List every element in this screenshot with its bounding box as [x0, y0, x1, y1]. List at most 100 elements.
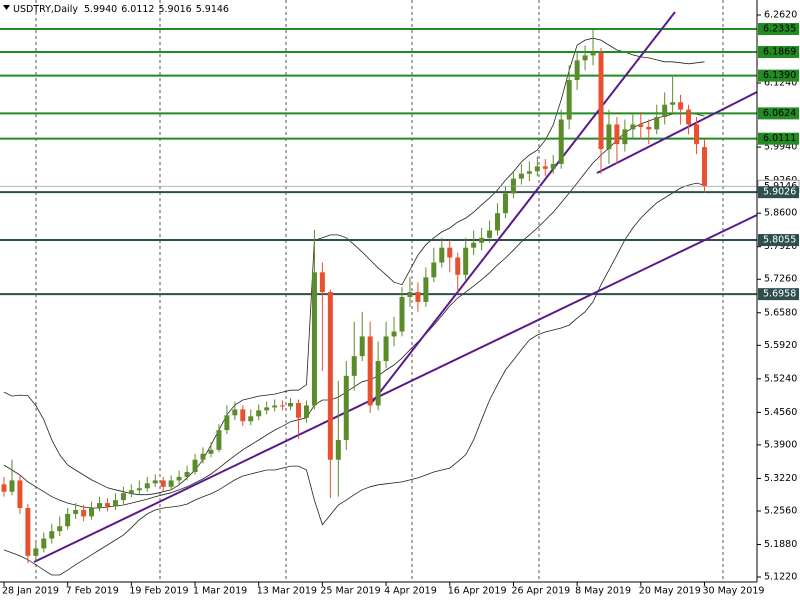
candle-body — [272, 405, 278, 408]
candle-body — [431, 262, 437, 278]
y-tick-label: 5.3220 — [764, 473, 797, 484]
candle-body — [678, 102, 684, 110]
candle-body — [550, 163, 556, 169]
symbol: USDTRY,Daily — [13, 4, 78, 15]
candle-body — [311, 272, 317, 406]
level-label-box — [758, 288, 799, 301]
level-label: 6.0111 — [763, 133, 796, 144]
candle-body — [288, 402, 294, 407]
x-tick-label: 20 May 2019 — [639, 586, 701, 597]
candle-body — [200, 453, 206, 460]
candle-body — [598, 52, 604, 150]
candle-body — [455, 257, 461, 275]
y-tick-label: 5.2560 — [764, 505, 797, 516]
candles — [0, 29, 757, 564]
candle-body — [614, 124, 620, 145]
y-tick-label: 5.4560 — [764, 407, 797, 418]
x-tick-label: 19 Feb 2019 — [129, 586, 188, 597]
candle-body — [303, 405, 309, 418]
x-tick-label: 4 Apr 2019 — [384, 586, 437, 597]
candle-body — [646, 126, 652, 130]
level-label: 6.1869 — [763, 47, 796, 58]
candle-body — [686, 109, 692, 125]
candle-body — [447, 247, 453, 258]
candle-body — [423, 277, 429, 302]
trendlines — [33, 11, 758, 563]
candle-body — [120, 493, 126, 501]
x-tick-label: 30 May 2019 — [702, 586, 764, 597]
axes: 6.26206.12405.99405.92605.86005.79205.72… — [2, 9, 800, 597]
y-tick-label: 6.2620 — [764, 9, 797, 20]
trendline — [596, 91, 758, 174]
vertical-grid — [35, 0, 724, 582]
level-label: 5.8055 — [763, 235, 796, 246]
candle-body — [335, 439, 341, 460]
candle-body — [367, 336, 373, 406]
candle-body — [590, 52, 596, 56]
band-lower — [3, 182, 705, 576]
ohlc-high: 6.0112 — [121, 4, 154, 15]
levels — [0, 28, 757, 296]
ohlc-low: 5.9016 — [158, 4, 191, 15]
candle-body — [176, 476, 182, 481]
candle-body — [439, 247, 445, 263]
level-label-box — [758, 23, 799, 36]
candle-body — [399, 296, 405, 332]
candle-body — [144, 483, 150, 489]
title-icon — [3, 5, 10, 10]
candle-body — [232, 409, 238, 416]
band-upper — [3, 37, 705, 496]
candle-body — [192, 459, 198, 473]
candle-body — [112, 500, 118, 507]
candle-body — [343, 375, 349, 440]
x-tick-label: 1 Mar 2019 — [193, 586, 247, 597]
candle-body — [128, 490, 134, 494]
candle-body — [104, 503, 110, 507]
candle-body — [216, 430, 222, 450]
candle-body — [152, 480, 158, 484]
candle-body — [654, 117, 660, 130]
candle-body — [327, 292, 333, 460]
candle-body — [89, 507, 95, 517]
y-tick-label: 5.1880 — [764, 539, 797, 550]
candle-body — [383, 336, 389, 362]
candle-body — [606, 124, 612, 150]
candle-body — [558, 119, 564, 164]
level-label: 5.9026 — [763, 187, 796, 198]
candle-body — [256, 410, 262, 417]
candle-body — [136, 488, 142, 491]
level-label-box — [758, 46, 799, 59]
candle-body — [224, 415, 230, 431]
candle-body — [415, 292, 421, 302]
level-label: 6.1390 — [763, 70, 796, 81]
candle-body — [248, 416, 254, 422]
ohlc-open: 5.9940 — [84, 4, 117, 15]
y-tick-label: 5.7920 — [764, 241, 797, 252]
candle-body — [296, 402, 302, 418]
ohlc-close: 5.9146 — [196, 4, 229, 15]
candle-body — [359, 336, 365, 357]
candle-body — [57, 526, 63, 532]
candle-body — [518, 173, 524, 179]
level-label: 6.0624 — [763, 108, 796, 119]
candle-body — [487, 230, 493, 238]
trendline — [33, 214, 758, 563]
y-tick-label: 5.1220 — [764, 572, 797, 583]
candle-body — [495, 213, 501, 231]
trendline — [369, 11, 676, 406]
candle-body — [542, 166, 548, 169]
candle-body — [65, 513, 71, 527]
candle-body — [502, 193, 508, 214]
candle-body — [574, 60, 580, 81]
candle-body — [463, 247, 469, 275]
candle-body — [622, 129, 628, 145]
level-label: 5.6958 — [763, 289, 796, 300]
candle-body — [319, 272, 325, 293]
candle-body — [97, 503, 103, 508]
y-tick-label: 5.8600 — [764, 208, 797, 219]
candle-body — [33, 548, 39, 556]
candle-body — [526, 171, 532, 174]
candle-body — [694, 124, 700, 145]
